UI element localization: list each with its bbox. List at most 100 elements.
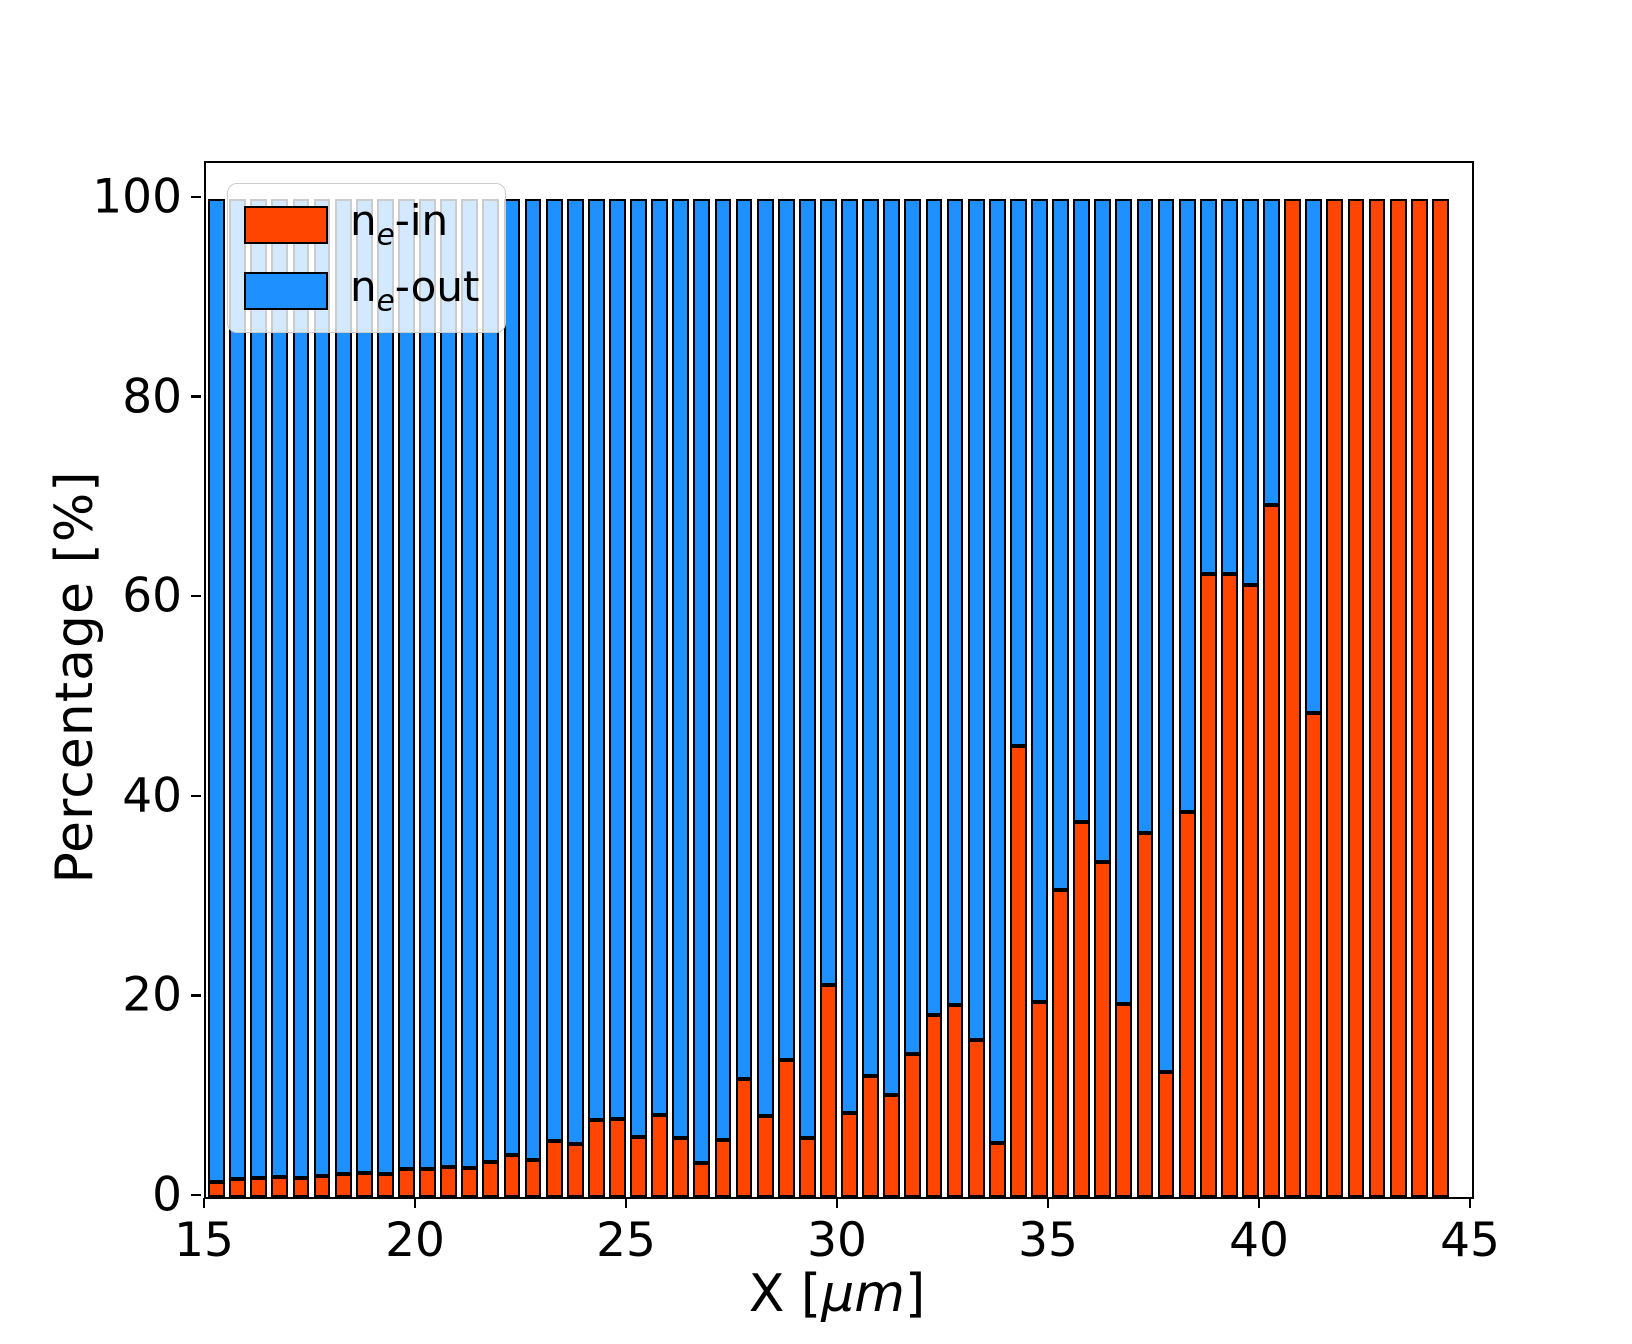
plot-area: ne-in ne-out	[204, 161, 1474, 1199]
bar-ne-in	[672, 1138, 690, 1197]
bar-ne-out	[798, 198, 816, 1139]
bar-ne-in	[1305, 712, 1323, 1197]
x-tick-label: 45	[1440, 1213, 1500, 1268]
bar-ne-in	[419, 1169, 436, 1197]
bar-ne-in	[1157, 1072, 1175, 1197]
y-tick	[191, 395, 201, 398]
x-tick	[1257, 1198, 1261, 1208]
x-tick-label: 25	[596, 1213, 656, 1268]
bar-ne-out	[1094, 198, 1112, 862]
legend-entry-ne-in: ne-in	[244, 200, 479, 250]
bar-ne-in	[229, 1179, 247, 1197]
x-tick	[1046, 1198, 1050, 1208]
bar-ne-in	[1009, 745, 1027, 1197]
bar-ne-out	[208, 198, 225, 1183]
bar-ne-in	[820, 985, 837, 1197]
bar-ne-in	[967, 1040, 985, 1197]
bar-ne-in	[862, 1076, 880, 1197]
y-tick-label: 100	[92, 169, 182, 225]
x-tick-label: 30	[807, 1213, 867, 1268]
bar-ne-out	[1178, 198, 1196, 812]
bar-ne-in	[524, 1160, 542, 1197]
y-tick-label: 20	[122, 967, 182, 1023]
bar-ne-out	[250, 198, 268, 1179]
bar-ne-out	[1220, 198, 1238, 575]
bar-ne-in	[271, 1177, 289, 1197]
bar-ne-out	[904, 198, 922, 1055]
y-tick-label: 80	[122, 369, 182, 425]
bar-ne-in	[461, 1168, 479, 1197]
legend-label-ne-out: ne-out	[350, 261, 480, 318]
bar-ne-in	[292, 1178, 310, 1197]
bar-ne-in	[398, 1169, 415, 1197]
bar-ne-out	[967, 198, 985, 1041]
bar-ne-out	[1031, 198, 1048, 1003]
bar-ne-in	[777, 1060, 795, 1197]
bar-ne-in	[1220, 574, 1238, 1197]
bar-ne-in	[587, 1120, 605, 1197]
x-tick-label: 15	[174, 1213, 234, 1268]
bar-ne-in	[440, 1167, 458, 1197]
bar-ne-out	[398, 198, 415, 1170]
bar-ne-in	[503, 1155, 521, 1197]
x-tick	[1468, 1198, 1472, 1208]
bar-ne-in	[1052, 889, 1069, 1197]
bar-ne-in	[925, 1015, 943, 1197]
bar-ne-out	[735, 198, 753, 1080]
bar-ne-in	[376, 1174, 394, 1197]
bar-ne-in	[883, 1095, 901, 1197]
bar-ne-out	[630, 198, 647, 1138]
bar-ne-in	[904, 1054, 922, 1197]
bar-ne-out	[946, 198, 964, 1006]
bar-ne-in	[1136, 832, 1154, 1197]
bar-ne-out	[524, 198, 542, 1161]
x-tick	[413, 1198, 417, 1208]
bar-ne-out	[672, 198, 690, 1139]
bar-ne-out	[609, 198, 626, 1120]
bar-ne-out	[883, 198, 901, 1096]
bar-ne-out	[988, 198, 1006, 1144]
bar-ne-in	[355, 1173, 373, 1197]
bar-ne-in	[313, 1176, 331, 1197]
bar-ne-in	[1284, 198, 1302, 1197]
bar-ne-in	[1263, 505, 1280, 1197]
bar-ne-out	[376, 198, 394, 1175]
bar-ne-in	[693, 1163, 711, 1197]
bar-ne-in	[1115, 1004, 1133, 1197]
y-tick	[191, 195, 201, 199]
bar-ne-out	[419, 198, 436, 1170]
bar-ne-out	[292, 198, 310, 1179]
bar-ne-in	[946, 1005, 964, 1197]
bar-ne-out	[1136, 198, 1154, 833]
bar-ne-out	[1263, 198, 1280, 506]
legend-swatch-ne-in	[244, 205, 328, 244]
bar-ne-in	[841, 1113, 858, 1197]
bar-ne-in	[1242, 585, 1259, 1197]
bar-ne-out	[1305, 198, 1323, 713]
bar-ne-in	[334, 1174, 352, 1197]
legend: ne-in ne-out	[227, 183, 507, 333]
bar-ne-out	[777, 198, 795, 1061]
x-tick-label: 20	[385, 1213, 445, 1268]
legend-swatch-ne-out	[244, 271, 328, 310]
bar-ne-out	[925, 198, 943, 1016]
bar-ne-out	[566, 198, 584, 1145]
bar-ne-out	[313, 198, 331, 1177]
bar-ne-in	[756, 1116, 774, 1197]
bar-ne-in	[630, 1137, 647, 1197]
bar-ne-out	[1052, 198, 1069, 890]
bar-ne-out	[1115, 198, 1133, 1005]
bar-ne-out	[820, 198, 837, 986]
x-tick	[202, 1198, 206, 1208]
bar-ne-in	[798, 1138, 816, 1197]
bar-ne-out	[355, 198, 373, 1174]
bar-ne-out	[482, 198, 500, 1163]
bar-ne-in	[250, 1178, 268, 1197]
bar-ne-out	[587, 198, 605, 1121]
legend-entry-ne-out: ne-out	[244, 261, 480, 318]
bar-ne-in	[609, 1119, 626, 1197]
bar-ne-out	[714, 198, 732, 1141]
bar-ne-out	[1157, 198, 1175, 1073]
bar-ne-in	[545, 1141, 563, 1197]
x-tick-label: 35	[1018, 1213, 1078, 1268]
